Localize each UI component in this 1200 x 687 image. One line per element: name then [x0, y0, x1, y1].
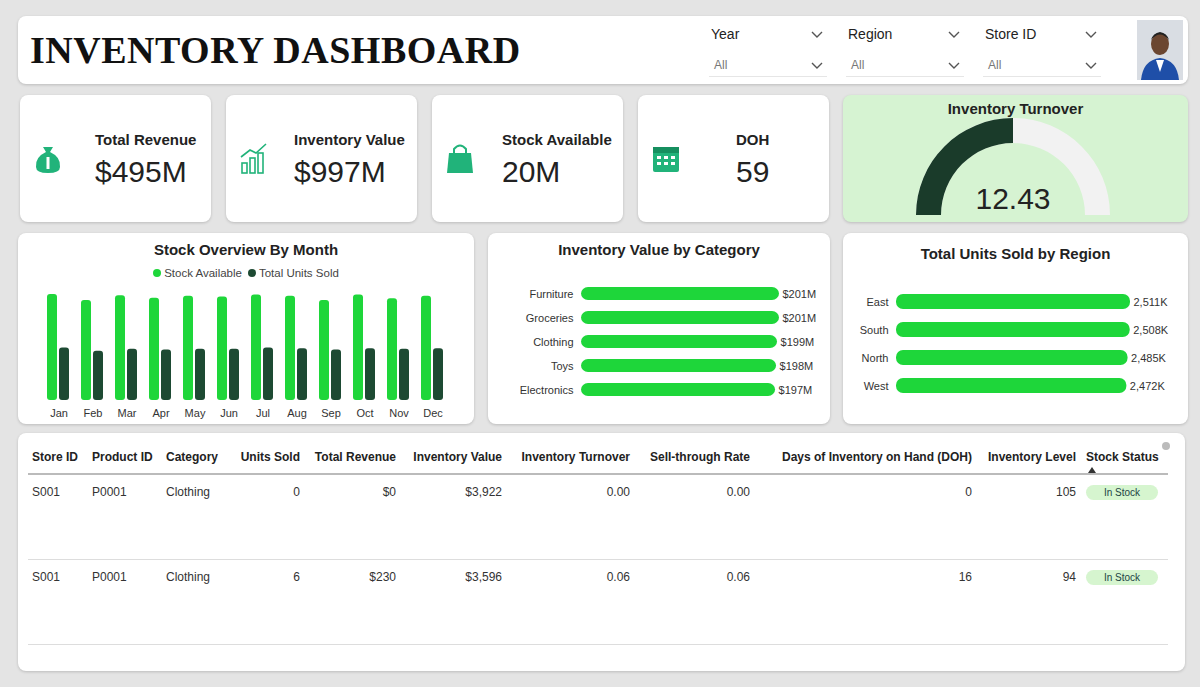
- svg-text:Aug: Aug: [287, 407, 307, 419]
- svg-text:South: South: [860, 324, 889, 336]
- html-text:94: 94: [1062, 570, 1076, 584]
- html-text:0: 0: [293, 485, 300, 499]
- svg-text:Sep: Sep: [321, 407, 341, 419]
- html-text:Total Revenue: Total Revenue: [314, 450, 396, 464]
- svg-text:Mar: Mar: [118, 407, 137, 419]
- html-text:Inventory Value: Inventory Value: [294, 131, 405, 148]
- svg-text:Furniture: Furniture: [529, 288, 573, 300]
- svg-text:Dec: Dec: [423, 407, 443, 419]
- html-text:Clothing: Clothing: [166, 485, 210, 499]
- html-text:105: 105: [1056, 485, 1076, 499]
- svg-text:$199M: $199M: [781, 336, 815, 348]
- html-text:$997M: $997M: [294, 155, 386, 188]
- svg-text:2,511K: 2,511K: [1134, 296, 1169, 308]
- html-text:All: All: [851, 58, 865, 72]
- html-text:6: 6: [293, 570, 300, 584]
- html-text:Days of Inventory on Hand (DOH: Days of Inventory on Hand (DOH): [782, 450, 972, 464]
- html-text:20M: 20M: [502, 155, 561, 188]
- html-text:$230: $230: [369, 570, 396, 584]
- html-text:Store ID: Store ID: [32, 450, 78, 464]
- html-text:Inventory Value by Category: Inventory Value by Category: [558, 241, 760, 258]
- html-text:P0001: P0001: [92, 485, 127, 499]
- svg-text:Clothing: Clothing: [533, 336, 573, 348]
- html-text:In Stock: In Stock: [1103, 572, 1141, 583]
- html-text:Inventory Level: Inventory Level: [988, 450, 1076, 464]
- html-text:16: 16: [958, 570, 972, 584]
- svg-text:Nov: Nov: [389, 407, 409, 419]
- html-text:In Stock: In Stock: [1103, 487, 1141, 498]
- svg-text:Toys: Toys: [551, 360, 574, 372]
- html-text:INVENTORY DASHBOARD: INVENTORY DASHBOARD: [30, 29, 521, 71]
- svg-text:West: West: [864, 380, 889, 392]
- svg-text:$201M: $201M: [783, 288, 817, 300]
- html-text:Total Revenue: Total Revenue: [95, 131, 197, 148]
- html-text:0.06: 0.06: [726, 570, 750, 584]
- html-text:Inventory Turnover: Inventory Turnover: [521, 450, 630, 464]
- svg-text:May: May: [185, 407, 206, 419]
- svg-text:$198M: $198M: [780, 360, 814, 372]
- html-text:Total Units Sold: Total Units Sold: [258, 267, 339, 279]
- svg-text:12.43: 12.43: [975, 182, 1050, 215]
- svg-text:Jun: Jun: [220, 407, 238, 419]
- svg-text:Feb: Feb: [84, 407, 103, 419]
- svg-text:Jul: Jul: [256, 407, 270, 419]
- html-text:Total Units Sold by Region: Total Units Sold by Region: [920, 245, 1111, 262]
- svg-text:North: North: [862, 352, 889, 364]
- svg-text:2,508K: 2,508K: [1133, 324, 1169, 336]
- svg-text:$197M: $197M: [779, 384, 813, 396]
- html-text:$0: $0: [382, 485, 396, 499]
- svg-text:East: East: [866, 296, 888, 308]
- html-text:59: 59: [736, 155, 770, 188]
- html-text:DOH: DOH: [736, 131, 770, 148]
- svg-text:Electronics: Electronics: [520, 384, 574, 396]
- svg-text:$201M: $201M: [783, 312, 817, 324]
- html-text:Stock Available: Stock Available: [502, 131, 612, 148]
- svg-text:Jan: Jan: [50, 407, 68, 419]
- html-text:0: 0: [965, 485, 972, 499]
- html-text:Store ID: Store ID: [985, 26, 1037, 42]
- html-text:Units Sold: Units Sold: [240, 450, 300, 464]
- html-text:S001: S001: [32, 485, 60, 499]
- html-text:$495M: $495M: [95, 155, 187, 188]
- html-text:Stock Available: Stock Available: [164, 267, 242, 279]
- html-text:Clothing: Clothing: [166, 570, 210, 584]
- html-text:Inventory Turnover: Inventory Turnover: [947, 100, 1084, 117]
- html-text:$3,596: $3,596: [465, 570, 502, 584]
- html-text:0.06: 0.06: [606, 570, 630, 584]
- html-text:$3,922: $3,922: [465, 485, 502, 499]
- html-text:Category: Category: [166, 450, 218, 464]
- svg-text:Oct: Oct: [356, 407, 373, 419]
- html-text:All: All: [988, 58, 1002, 72]
- svg-text:2,472K: 2,472K: [1130, 380, 1166, 392]
- html-text:Stock Overview By Month: Stock Overview By Month: [153, 241, 339, 258]
- svg-text:Apr: Apr: [152, 407, 169, 419]
- svg-text:2,485K: 2,485K: [1131, 352, 1167, 364]
- html-text:0.00: 0.00: [726, 485, 750, 499]
- html-text:Inventory Value: Inventory Value: [413, 450, 502, 464]
- html-text:All: All: [714, 58, 728, 72]
- html-text:Region: Region: [848, 26, 893, 42]
- html-text:S001: S001: [32, 570, 60, 584]
- svg-text:Groceries: Groceries: [526, 312, 574, 324]
- html-text:Stock Status: Stock Status: [1086, 450, 1159, 464]
- html-text:0.00: 0.00: [606, 485, 630, 499]
- html-text:P0001: P0001: [92, 570, 127, 584]
- html-text:Sell-through Rate: Sell-through Rate: [650, 450, 750, 464]
- html-text:Year: Year: [711, 26, 740, 42]
- html-text:Product ID: Product ID: [92, 450, 153, 464]
